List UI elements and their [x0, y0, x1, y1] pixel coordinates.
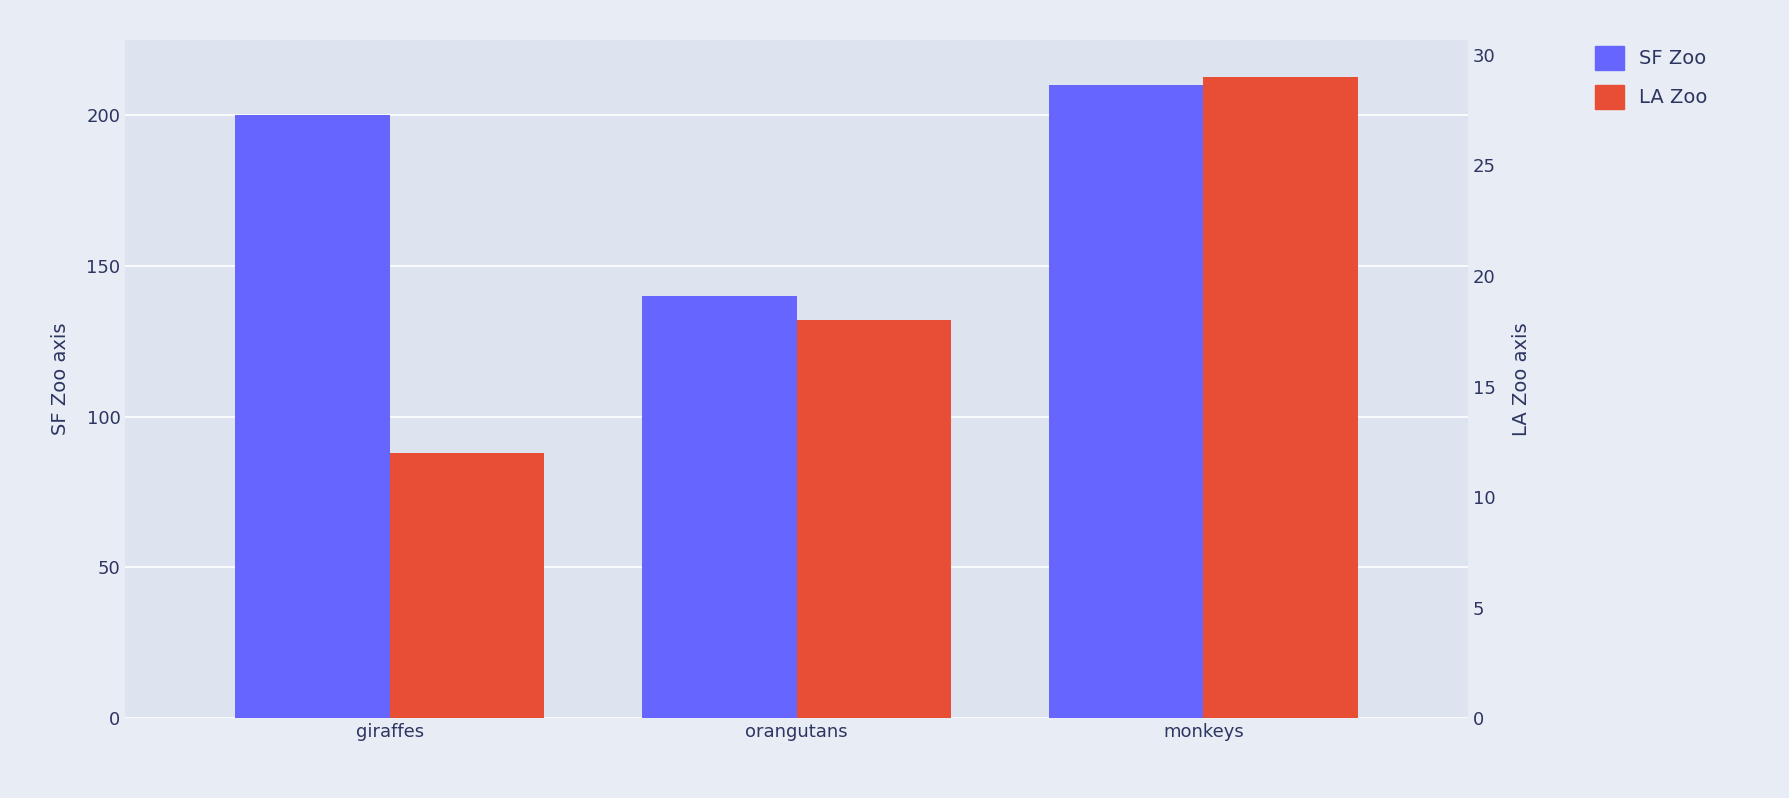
Legend: SF Zoo, LA Zoo: SF Zoo, LA Zoo	[1583, 36, 1716, 118]
Bar	[642, 296, 796, 718]
Y-axis label: SF Zoo axis: SF Zoo axis	[50, 323, 70, 435]
Bar	[796, 320, 950, 718]
Bar	[234, 115, 390, 718]
Bar	[390, 453, 544, 718]
Bar	[1048, 85, 1202, 718]
Y-axis label: LA Zoo axis: LA Zoo axis	[1512, 322, 1530, 436]
Bar	[1202, 77, 1358, 718]
